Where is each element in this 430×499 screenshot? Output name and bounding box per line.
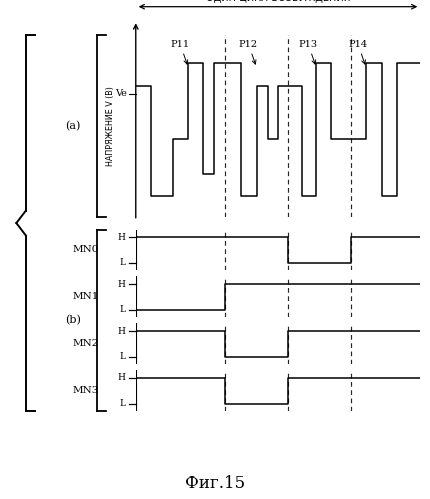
Text: Фиг.15: Фиг.15 — [185, 475, 245, 492]
Text: H: H — [118, 279, 126, 288]
Text: L: L — [120, 352, 126, 361]
Text: L: L — [120, 258, 126, 267]
Text: L: L — [120, 399, 126, 408]
Text: MN2: MN2 — [72, 339, 98, 348]
Text: P12: P12 — [238, 40, 257, 49]
Text: ОДИН ЦИКЛ ВОЗБУЖДЕНИЯ: ОДИН ЦИКЛ ВОЗБУЖДЕНИЯ — [205, 0, 350, 3]
Text: (b): (b) — [65, 315, 81, 325]
Text: P11: P11 — [170, 40, 189, 49]
Text: H: H — [118, 233, 126, 242]
Text: MN1: MN1 — [72, 292, 98, 301]
Text: H: H — [118, 326, 126, 335]
Text: НАПРЯЖЕНИЕ V (В): НАПРЯЖЕНИЕ V (В) — [105, 86, 114, 166]
Text: P13: P13 — [298, 40, 316, 49]
Text: P14: P14 — [347, 40, 366, 49]
Text: H: H — [118, 373, 126, 382]
Text: MN3: MN3 — [72, 386, 98, 395]
Text: MN0: MN0 — [72, 246, 98, 254]
Text: (a): (a) — [65, 121, 81, 131]
Text: L: L — [120, 305, 126, 314]
Text: Ve: Ve — [115, 89, 127, 98]
